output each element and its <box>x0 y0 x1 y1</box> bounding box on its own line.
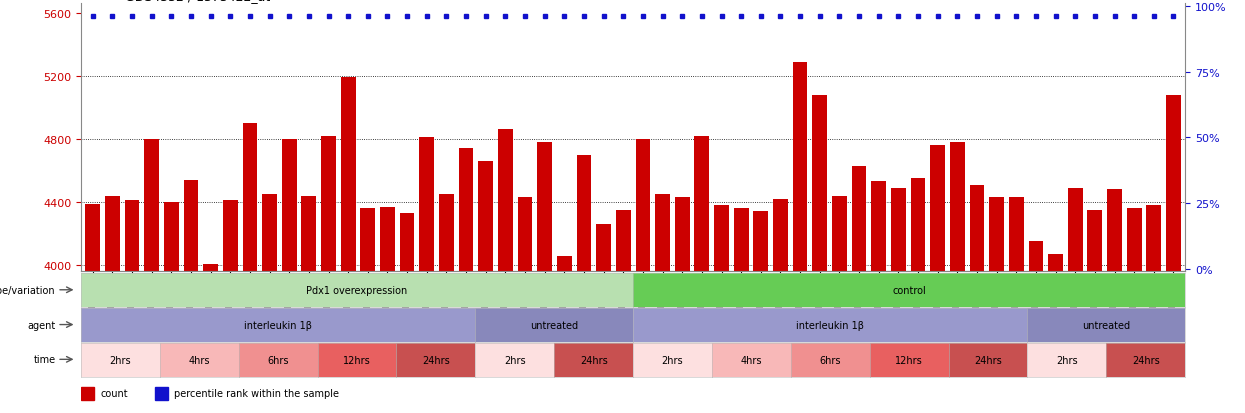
Bar <box>281 140 296 413</box>
Bar <box>970 185 985 413</box>
Text: 6hrs: 6hrs <box>268 355 289 365</box>
Text: 4hrs: 4hrs <box>188 355 210 365</box>
Text: time: time <box>34 354 56 364</box>
Bar <box>154 387 168 400</box>
Text: genotype/variation: genotype/variation <box>0 285 56 295</box>
Text: GDS4332 / 1373422_at: GDS4332 / 1373422_at <box>124 0 270 3</box>
Bar <box>1008 198 1023 413</box>
Bar <box>86 204 100 413</box>
Bar <box>910 179 925 413</box>
Text: 12hrs: 12hrs <box>344 355 371 365</box>
Bar <box>930 146 945 413</box>
Bar <box>852 166 867 413</box>
Bar <box>1147 206 1162 413</box>
Text: untreated: untreated <box>530 320 578 330</box>
Bar <box>223 201 238 413</box>
Bar <box>733 209 748 413</box>
Bar <box>1048 254 1063 413</box>
Text: percentile rank within the sample: percentile rank within the sample <box>174 388 339 398</box>
Text: 24hrs: 24hrs <box>974 355 1002 365</box>
Bar <box>616 210 631 413</box>
Bar <box>105 196 120 413</box>
Bar <box>183 180 198 413</box>
Text: 4hrs: 4hrs <box>741 355 762 365</box>
Bar <box>144 140 159 413</box>
Bar <box>361 209 375 413</box>
Bar <box>891 188 905 413</box>
Text: interleukin 1β: interleukin 1β <box>244 320 312 330</box>
Bar <box>518 198 533 413</box>
Bar <box>596 225 611 413</box>
Bar <box>243 124 258 413</box>
Bar <box>203 264 218 413</box>
Bar <box>655 195 670 413</box>
Text: 24hrs: 24hrs <box>422 355 449 365</box>
Bar <box>538 142 552 413</box>
Bar <box>380 207 395 413</box>
Bar <box>1028 242 1043 413</box>
Bar <box>341 78 356 413</box>
Text: 2hrs: 2hrs <box>504 355 525 365</box>
Bar <box>557 256 571 413</box>
Bar <box>576 155 591 413</box>
Bar <box>793 62 808 413</box>
Bar <box>478 161 493 413</box>
Bar <box>164 202 179 413</box>
Bar <box>1087 210 1102 413</box>
Text: untreated: untreated <box>1082 320 1130 330</box>
Bar <box>301 196 316 413</box>
Bar <box>715 206 728 413</box>
Bar <box>1107 190 1122 413</box>
Bar <box>439 195 453 413</box>
Bar <box>1068 188 1083 413</box>
Text: agent: agent <box>27 320 56 330</box>
Text: interleukin 1β: interleukin 1β <box>797 320 864 330</box>
Text: 12hrs: 12hrs <box>895 355 923 365</box>
Bar <box>832 196 847 413</box>
Bar <box>124 201 139 413</box>
Text: count: count <box>101 388 128 398</box>
Bar <box>263 195 276 413</box>
Bar <box>1127 209 1142 413</box>
Bar <box>458 149 473 413</box>
Text: 2hrs: 2hrs <box>661 355 684 365</box>
Bar <box>813 95 827 413</box>
Bar <box>773 199 788 413</box>
Bar <box>950 142 965 413</box>
Text: 2hrs: 2hrs <box>110 355 131 365</box>
Bar <box>321 136 336 413</box>
Bar <box>990 198 1003 413</box>
Bar <box>695 136 710 413</box>
Text: 24hrs: 24hrs <box>580 355 608 365</box>
Bar <box>81 387 95 400</box>
Text: 6hrs: 6hrs <box>819 355 842 365</box>
Bar <box>498 130 513 413</box>
Bar <box>872 182 886 413</box>
Bar <box>400 214 415 413</box>
Text: control: control <box>893 286 926 296</box>
Bar <box>675 198 690 413</box>
Text: 24hrs: 24hrs <box>1132 355 1159 365</box>
Bar <box>420 138 435 413</box>
Bar <box>1167 95 1180 413</box>
Text: 2hrs: 2hrs <box>1056 355 1078 365</box>
Text: Pdx1 overexpression: Pdx1 overexpression <box>306 286 407 296</box>
Bar <box>635 140 650 413</box>
Bar <box>753 212 768 413</box>
